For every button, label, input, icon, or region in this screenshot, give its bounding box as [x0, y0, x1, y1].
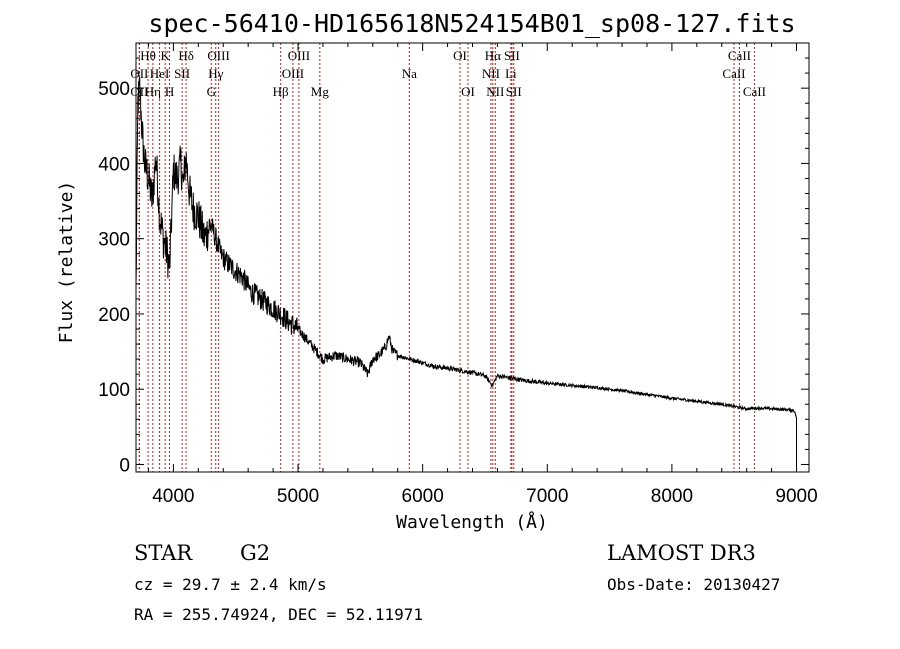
spectral-line-label: OIII [282, 66, 304, 81]
spectral-line-label: SII [174, 66, 190, 81]
spectral-line-label: OI [461, 84, 475, 99]
object-subclass: G2 [240, 541, 270, 565]
redshift-value: cz = 29.7 ± 2.4 km/s [134, 575, 327, 594]
spectral-line-label: Mg [311, 84, 330, 99]
spectral-line-label: OIII [288, 48, 310, 63]
chart-title: spec-56410-HD165618N524154B01_sp08-127.f… [148, 9, 795, 38]
x-tick-label: 5000 [277, 486, 319, 507]
plot-frame [135, 42, 810, 473]
object-class: STAR [134, 541, 193, 565]
x-tick-label: 8000 [651, 486, 693, 507]
spectral-line-label: Hα [485, 48, 501, 63]
spectral-line-label: CaII [722, 66, 745, 81]
y-tick-label: 100 [98, 380, 130, 401]
spectral-line-label: Hγ [208, 66, 223, 81]
spectral-line-label: SII [504, 48, 520, 63]
y-axis-ticks: 0 100 200 300 400 500 [98, 57, 809, 476]
spectral-line-label: CaII [728, 48, 751, 63]
spectral-line-label: Na [402, 66, 417, 81]
y-tick-label: 200 [98, 305, 130, 326]
x-axis-title: Wavelength (Å) [396, 511, 548, 533]
observation-date: Obs-Date: 20130427 [607, 575, 780, 594]
y-tick-label: 500 [98, 79, 130, 100]
spectral-line-label: CaII [743, 84, 766, 99]
x-tick-label: 4000 [152, 486, 194, 507]
spectral-line-label: Hδ [178, 48, 194, 63]
spectral-line-label: K [160, 48, 170, 63]
y-tick-label: 300 [98, 230, 130, 251]
x-tick-label: 7000 [526, 486, 568, 507]
survey-name: LAMOST DR3 [607, 541, 756, 565]
spectral-line-label: NII [486, 84, 504, 99]
spectral-line-label: SII [506, 84, 522, 99]
spectral-line-label: OIII [207, 48, 229, 63]
coordinates: RA = 255.74924, DEC = 52.11971 [134, 605, 423, 624]
spectral-line-label: Hη [145, 84, 161, 99]
spectral-line-label: NII [482, 66, 500, 81]
x-tick-label: 9000 [775, 486, 817, 507]
x-tick-label: 6000 [402, 486, 444, 507]
spectral-line-label: Hβ [273, 84, 289, 99]
y-axis-title: Flux (relative) [56, 181, 77, 344]
spectral-line-label: H [165, 84, 174, 99]
spectral-line-label: OI [453, 48, 467, 63]
spectral-line-label: Li [505, 66, 517, 81]
spectral-line-label: Hθ [140, 48, 156, 63]
y-tick-label: 0 [119, 455, 130, 476]
spectral-line-markers [138, 43, 755, 472]
flux-series-line [135, 75, 797, 465]
spectral-line-label: G [207, 84, 216, 99]
spectral-line-label: HeI [150, 66, 170, 81]
x-axis-ticks: 4000 5000 6000 7000 8000 9000 [147, 43, 818, 507]
y-tick-label: 400 [98, 154, 130, 175]
